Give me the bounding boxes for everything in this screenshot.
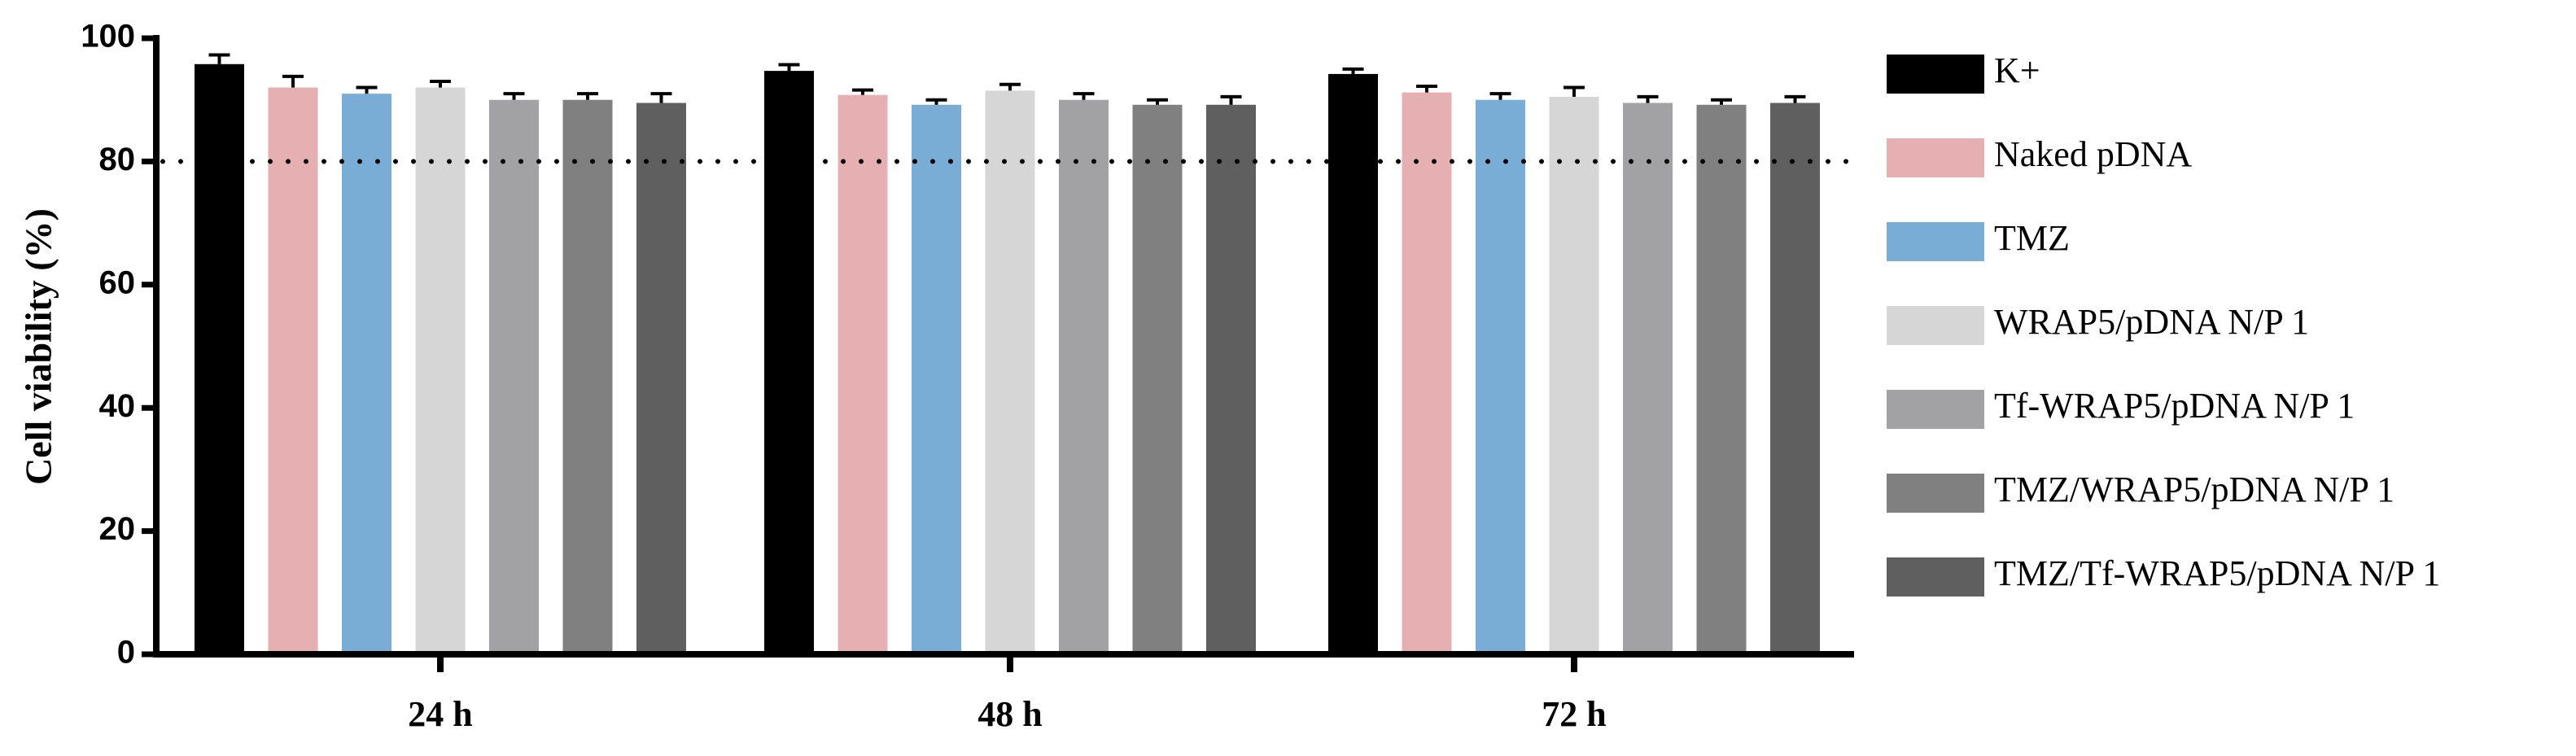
bar (1549, 96, 1599, 655)
bar (636, 103, 686, 655)
legend-swatch (1887, 557, 1984, 596)
legend-label: TMZ/WRAP5/pDNA N/P 1 (1994, 470, 2394, 509)
legend-swatch (1887, 138, 1984, 177)
legend-label: Tf-WRAP5/pDNA N/P 1 (1994, 386, 2355, 426)
x-tick-label: 72 h (1542, 694, 1606, 734)
legend-swatch (1887, 222, 1984, 261)
legend-swatch (1887, 55, 1984, 94)
bar (838, 94, 888, 655)
bar (268, 87, 318, 654)
bar (1328, 73, 1378, 654)
bar (562, 99, 613, 654)
y-tick-label: 0 (117, 635, 135, 671)
x-tick-label: 24 h (408, 694, 472, 734)
bar (1402, 92, 1452, 655)
bar (1059, 99, 1109, 654)
y-tick-label: 40 (99, 388, 136, 424)
legend-label: K+ (1994, 50, 2040, 90)
legend-swatch (1887, 474, 1984, 513)
y-tick-label: 100 (81, 19, 135, 55)
bar (912, 104, 961, 655)
bar (1696, 104, 1747, 655)
bar (1476, 99, 1525, 654)
legend-label: WRAP5/pDNA N/P 1 (1994, 302, 2309, 342)
y-tick-label: 80 (99, 142, 136, 177)
legend-label: TMZ/Tf-WRAP5/pDNA N/P 1 (1994, 553, 2440, 593)
bar (1132, 104, 1183, 655)
bar (1206, 104, 1256, 655)
bar (764, 71, 814, 655)
bar (1770, 103, 1820, 655)
legend-label: TMZ (1994, 218, 2070, 258)
x-tick-label: 48 h (977, 694, 1042, 734)
legend-swatch (1887, 390, 1984, 429)
bar (195, 63, 244, 654)
legend-swatch (1887, 306, 1984, 345)
bar (415, 87, 466, 654)
bar (342, 94, 391, 654)
y-tick-label: 20 (99, 511, 136, 547)
bar (489, 99, 539, 654)
y-axis-title: Cell viability (%) (18, 208, 59, 485)
legend-label: Naked pDNA (1994, 134, 2192, 174)
y-tick-label: 60 (99, 264, 136, 300)
bar (985, 90, 1035, 655)
bar (1623, 103, 1673, 655)
